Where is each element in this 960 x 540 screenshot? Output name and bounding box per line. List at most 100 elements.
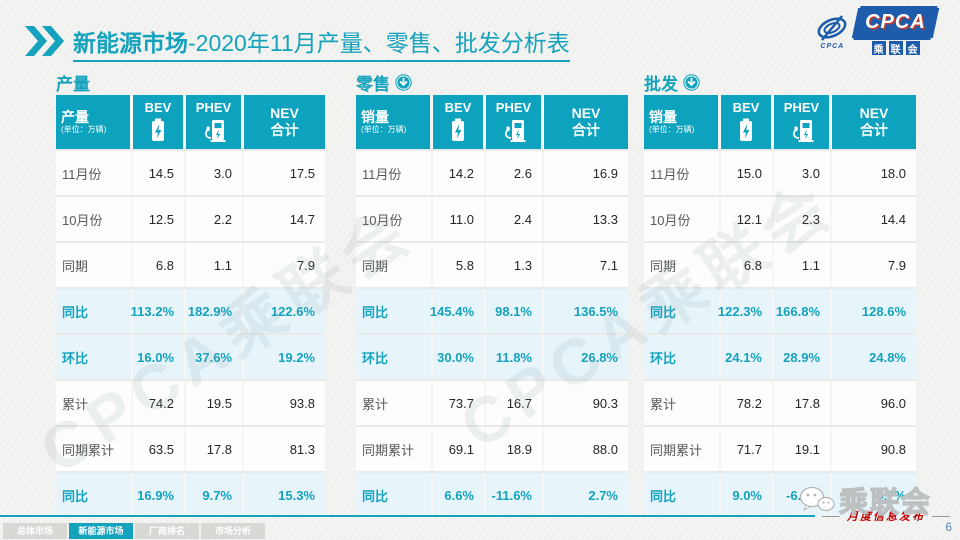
cell-nev: 96.0 xyxy=(880,395,906,411)
row-label: 环比 xyxy=(56,335,133,379)
nav-tab-厂商排名[interactable]: 厂商排名 xyxy=(135,523,199,539)
cell-bev: 16.0% xyxy=(133,335,186,379)
row-label: 11月份 xyxy=(356,151,433,195)
cpca-org-char: 联 xyxy=(888,41,903,56)
section-title: 产量 xyxy=(56,70,325,94)
row-label: 同期累计 xyxy=(644,427,721,471)
cell-phev: 2.4 xyxy=(486,197,544,241)
header-nev-line1: NEV xyxy=(270,105,299,122)
header-bev-cell: BEV xyxy=(721,95,774,149)
cell-bev: 6.8 xyxy=(721,243,774,287)
table-header-row: 销量 (单位：万辆) BEV PHEV xyxy=(644,95,916,149)
footer-dash xyxy=(932,515,950,517)
charging-station-icon xyxy=(504,119,525,142)
row-label: 同比 xyxy=(356,289,433,333)
cell-phev: 19.1 xyxy=(774,427,832,471)
table-row: 10月份 11.0 2.4 13.3 xyxy=(356,195,628,241)
page-title: 新能源市场-2020年11月产量、零售、批发分析表 xyxy=(73,24,570,62)
data-table-section: 批发 销量 (单位：万辆) BEV xyxy=(644,70,916,517)
battery-icon xyxy=(452,118,464,141)
header-label: 产量 xyxy=(61,108,89,125)
row-label: 同期累计 xyxy=(356,427,433,471)
row-label: 10月份 xyxy=(644,197,721,241)
cell-bev: 6.8 xyxy=(133,243,186,287)
cell-nev: 24.8% xyxy=(869,349,906,365)
data-table: 产量 (单位：万辆) BEV PHEV xyxy=(56,95,325,517)
header-phev-label: PHEV xyxy=(195,100,232,116)
cell-bev: 145.4% xyxy=(430,289,486,333)
data-table: 销量 (单位：万辆) BEV PHEV xyxy=(356,95,628,517)
cell-bev: 113.2% xyxy=(131,289,186,333)
cpca-logo: CPCA CPCA 乘联会 xyxy=(813,8,940,56)
row-label: 同期 xyxy=(644,243,721,287)
footer-dash xyxy=(822,515,840,517)
table-body: 11月份 14.5 3.0 17.5 10月份 12.5 2.2 14.7 同期 6.8 1.1 7.… xyxy=(56,149,325,517)
nav-tab-市场分析[interactable]: 市场分析 xyxy=(201,523,265,539)
nav-tab-新能源市场[interactable]: 新能源市场 xyxy=(69,523,133,539)
cpca-swirl-icon: CPCA xyxy=(813,14,851,50)
table-row: 同期 6.8 1.1 7.9 xyxy=(644,241,916,287)
table-row: 11月份 15.0 3.0 18.0 xyxy=(644,149,916,195)
header-label: 销量 xyxy=(361,108,389,125)
header-measure-cell: 销量 (单位：万辆) xyxy=(644,95,721,149)
row-label: 同比 xyxy=(644,289,721,333)
header-phev-cell: PHEV xyxy=(486,95,544,149)
header-nev-cell: NEV 合计 xyxy=(544,95,628,149)
cell-bev: 5.8 xyxy=(433,243,486,287)
table-row: 累计 73.7 16.7 90.3 xyxy=(356,379,628,425)
header-label: 销量 xyxy=(649,108,677,125)
cpca-wordmark: CPCA 乘联会 xyxy=(852,8,940,56)
row-label: 累计 xyxy=(644,381,721,425)
table-row: 11月份 14.2 2.6 16.9 xyxy=(356,149,628,195)
section-title-text: 批发 xyxy=(644,74,678,94)
row-label: 10月份 xyxy=(356,197,433,241)
footer-teal-line xyxy=(0,515,815,517)
table-row: 环比 30.0% 11.8% 26.8% xyxy=(356,333,628,379)
cell-phev: 182.9% xyxy=(186,289,244,333)
cpca-org-char: 会 xyxy=(905,41,920,56)
row-label: 累计 xyxy=(56,381,133,425)
cell-nev: 81.3 xyxy=(289,441,315,457)
cell-phev: 1.1 xyxy=(774,243,832,287)
table-row: 同比9.0%-6.8%5.7% xyxy=(644,471,916,517)
table-body: 11月份 14.2 2.6 16.9 10月份 11.0 2.4 13.3 同期 5.8 1.3 7.… xyxy=(356,149,628,517)
cpca-org-char: 乘 xyxy=(871,41,886,56)
cell-phev: 9.7% xyxy=(186,473,244,517)
cell-nev: 90.3 xyxy=(592,395,618,411)
table-row: 同比 113.2% 182.9% 122.6% xyxy=(56,287,325,333)
row-label: 10月份 xyxy=(56,197,133,241)
cell-bev: 12.1 xyxy=(721,197,774,241)
charging-station-icon xyxy=(204,119,225,142)
header-bev-cell: BEV xyxy=(133,95,186,149)
cell-phev: 3.0 xyxy=(774,151,832,195)
table-body: 11月份 15.0 3.0 18.0 10月份 12.1 2.3 14.4 同期 6.8 1.1 7.… xyxy=(644,149,916,517)
nav-tab-总体市场[interactable]: 总体市场 xyxy=(3,523,67,539)
header-unit: (单位：万辆) xyxy=(361,124,407,134)
header-phev-cell: PHEV xyxy=(774,95,832,149)
cell-phev: 17.8 xyxy=(774,381,832,425)
header-nev-line1: NEV xyxy=(859,105,889,122)
cell-bev: 71.7 xyxy=(721,427,774,471)
publish-label: 月度信息发布 xyxy=(847,510,925,523)
cell-phev: 2.2 xyxy=(186,197,244,241)
cell-bev: 78.2 xyxy=(721,381,774,425)
header-nev-cell: NEV 合计 xyxy=(832,95,916,149)
battery-icon xyxy=(740,118,752,141)
data-table-section: 零售 销量 (单位：万辆) BEV xyxy=(356,70,628,517)
cell-bev: 6.6% xyxy=(433,473,486,517)
cell-phev: 1.3 xyxy=(486,243,544,287)
header-measure-cell: 产量 (单位：万辆) xyxy=(56,95,133,149)
row-label: 同期 xyxy=(356,243,433,287)
table-header-row: 产量 (单位：万辆) BEV PHEV xyxy=(56,95,325,149)
cell-nev: 2.7% xyxy=(588,487,618,503)
cell-nev: 26.8% xyxy=(581,349,618,365)
page-title-rest: -2020年11月产量、零售、批发分析表 xyxy=(188,30,570,56)
table-row: 同比 122.3% 166.8% 128.6% xyxy=(644,287,916,333)
cell-phev: 37.6% xyxy=(186,335,244,379)
header-bev-label: BEV xyxy=(444,100,472,116)
cell-bev: 24.1% xyxy=(721,335,774,379)
battery-icon xyxy=(152,118,164,141)
header-bev-label: BEV xyxy=(144,100,172,116)
cell-nev: 18.0 xyxy=(880,165,906,181)
